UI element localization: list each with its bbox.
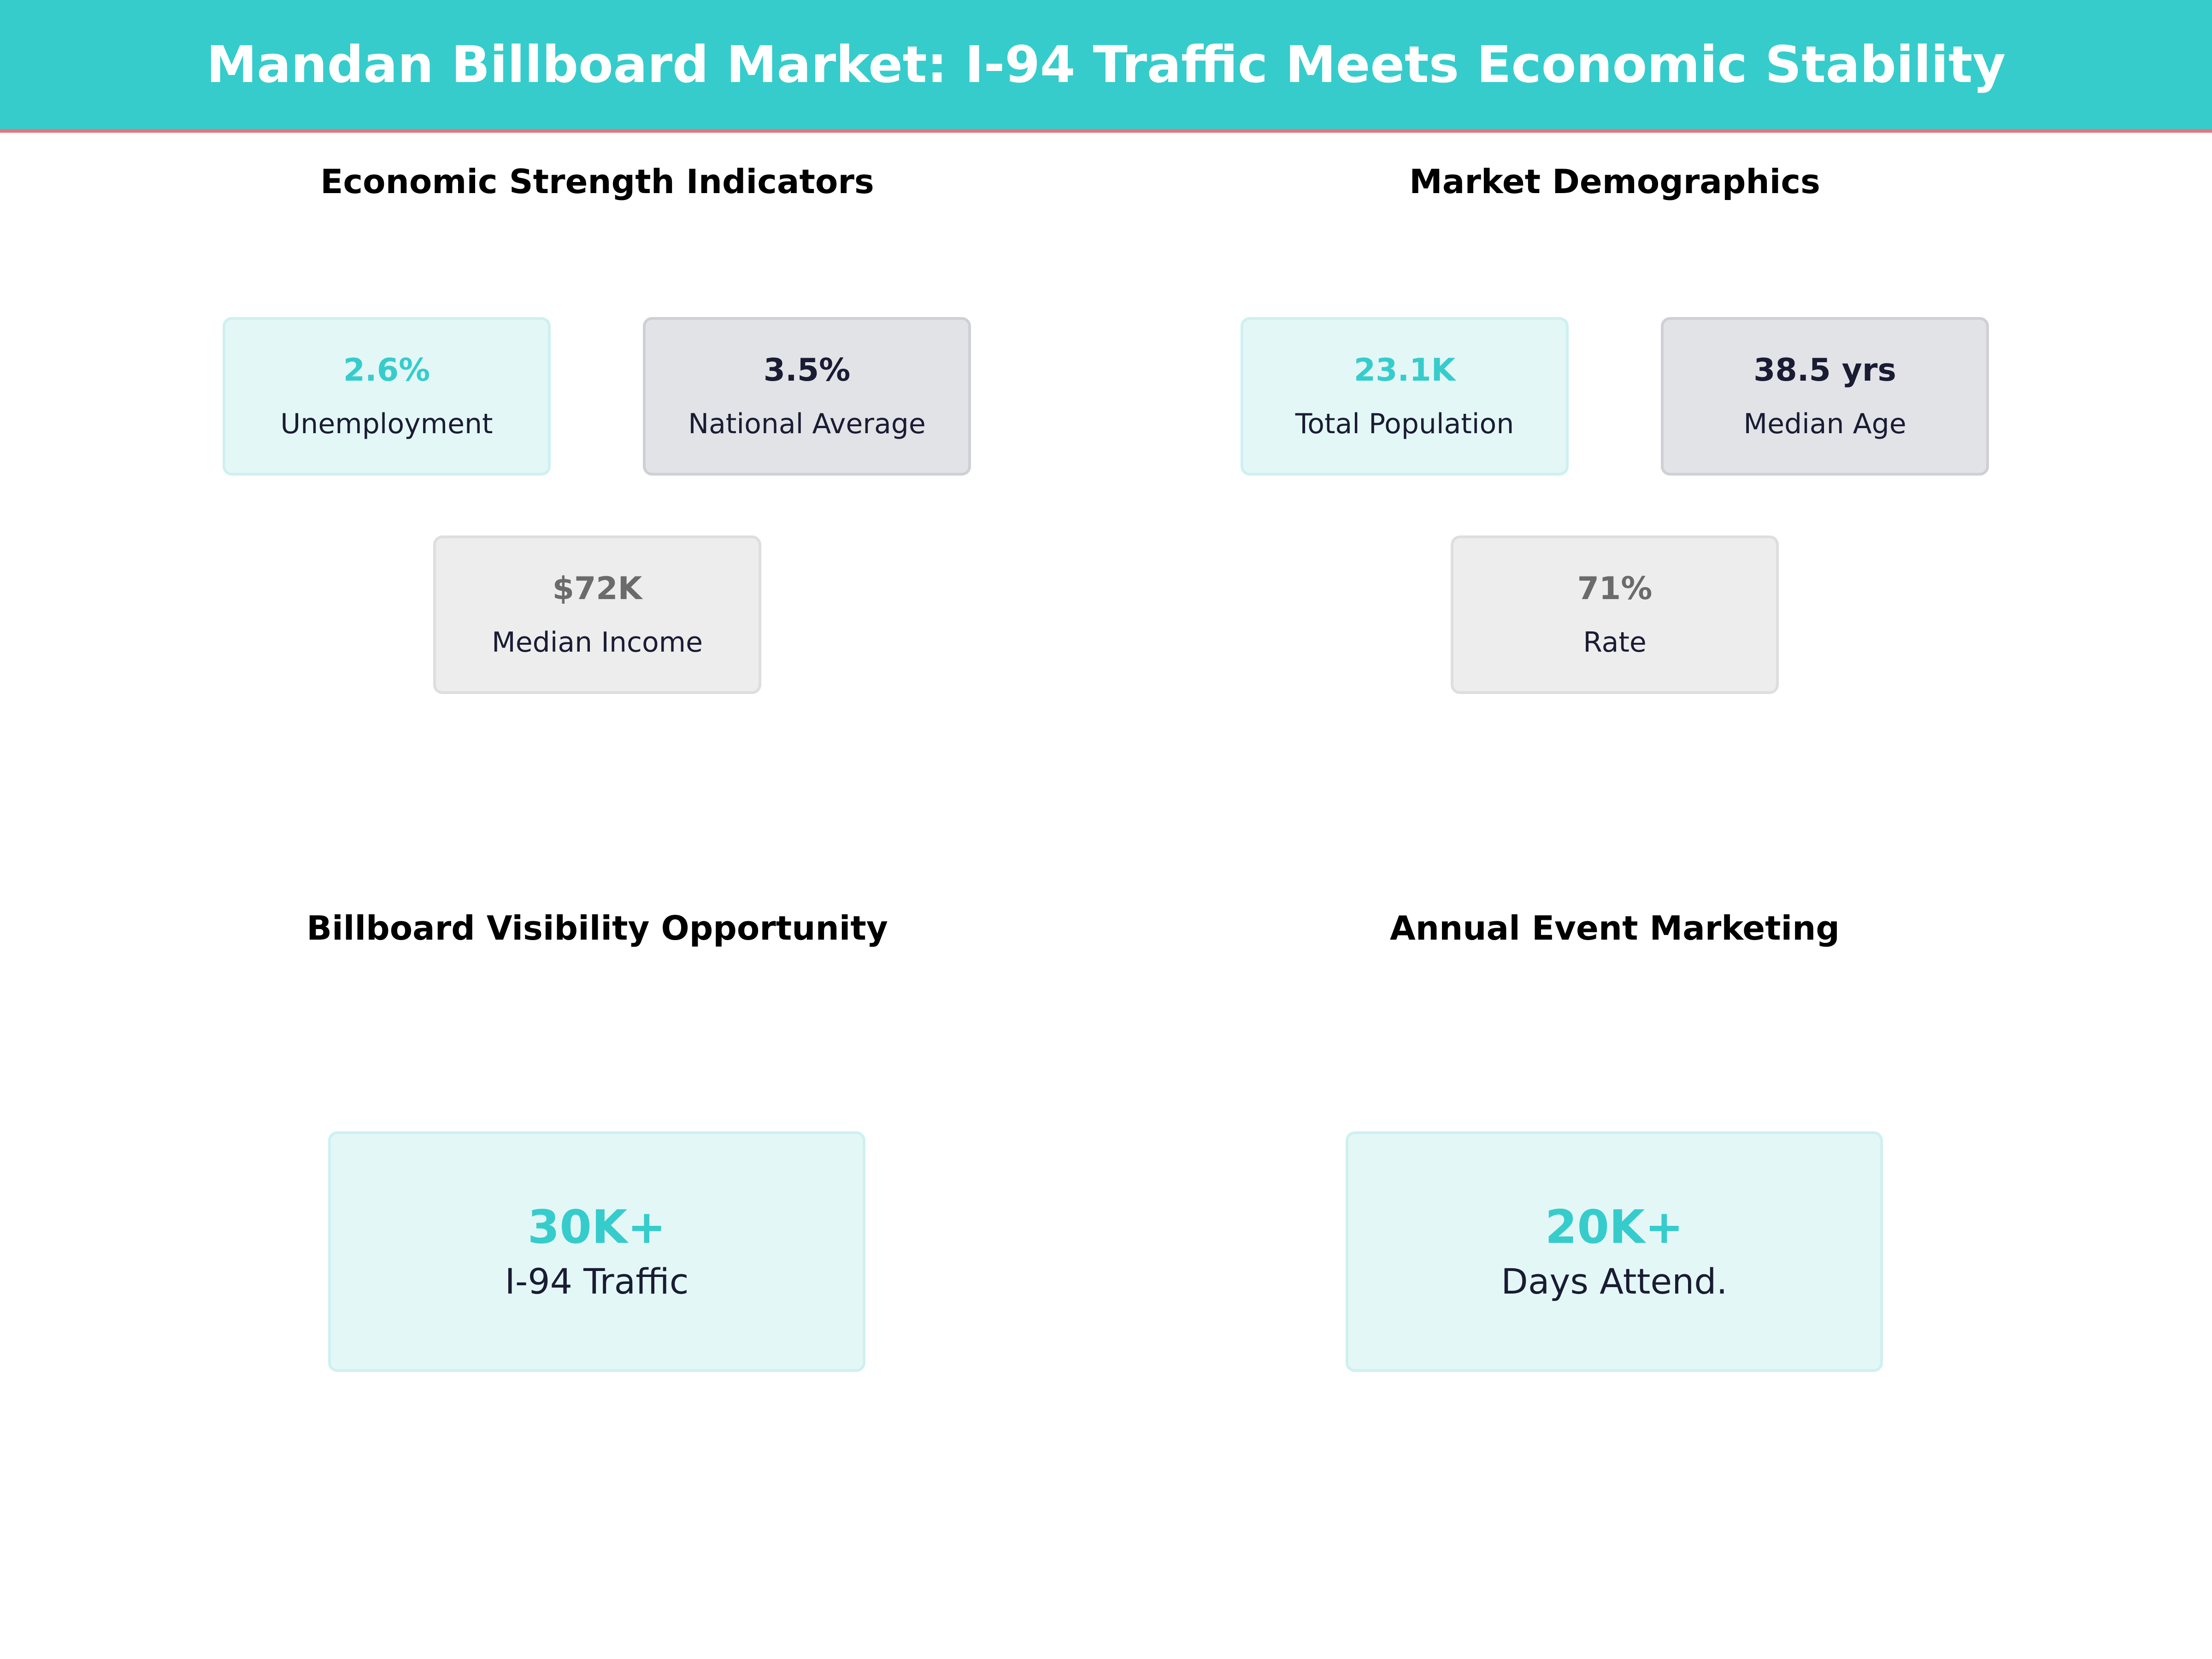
economic-section-title: Economic Strength Indicators xyxy=(320,162,874,201)
event-attendance-label: Days Attend. xyxy=(1501,1261,1728,1302)
national-average-value: 3.5% xyxy=(763,352,851,388)
median-income-card: $72K Median Income xyxy=(433,535,761,694)
visibility-section-title: Billboard Visibility Opportunity xyxy=(306,909,888,947)
i94-traffic-card: 30K+ I-94 Traffic xyxy=(328,1131,865,1372)
unemployment-label: Unemployment xyxy=(280,408,493,440)
event-attendance-value: 20K+ xyxy=(1545,1200,1684,1254)
median-age-value: 38.5 yrs xyxy=(1753,352,1896,388)
event-attendance-card: 20K+ Days Attend. xyxy=(1346,1131,1883,1372)
total-population-card: 23.1K Total Population xyxy=(1241,317,1569,476)
unemployment-value: 2.6% xyxy=(343,352,430,388)
total-population-value: 23.1K xyxy=(1353,352,1456,388)
median-age-label: Median Age xyxy=(1743,408,1906,440)
median-age-card: 38.5 yrs Median Age xyxy=(1661,317,1989,476)
median-income-value: $72K xyxy=(552,571,642,607)
rate-label: Rate xyxy=(1583,626,1647,659)
demographics-section-title: Market Demographics xyxy=(1409,162,1820,201)
unemployment-card: 2.6% Unemployment xyxy=(223,317,551,476)
page-title: Mandan Billboard Market: I-94 Traffic Me… xyxy=(206,35,2006,94)
i94-traffic-value: 30K+ xyxy=(527,1200,666,1254)
events-section-title: Annual Event Marketing xyxy=(1390,909,1840,947)
median-income-label: Median Income xyxy=(491,626,703,659)
national-average-card: 3.5% National Average xyxy=(643,317,971,476)
i94-traffic-label: I-94 Traffic xyxy=(505,1261,689,1302)
title-banner: Mandan Billboard Market: I-94 Traffic Me… xyxy=(0,0,2212,133)
rate-value: 71% xyxy=(1577,571,1653,607)
rate-card: 71% Rate xyxy=(1451,535,1779,694)
national-average-label: National Average xyxy=(688,408,926,440)
total-population-label: Total Population xyxy=(1295,408,1514,440)
